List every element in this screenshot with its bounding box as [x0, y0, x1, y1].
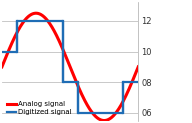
- Legend: Analog signal, Digitized signal: Analog signal, Digitized signal: [7, 101, 72, 116]
